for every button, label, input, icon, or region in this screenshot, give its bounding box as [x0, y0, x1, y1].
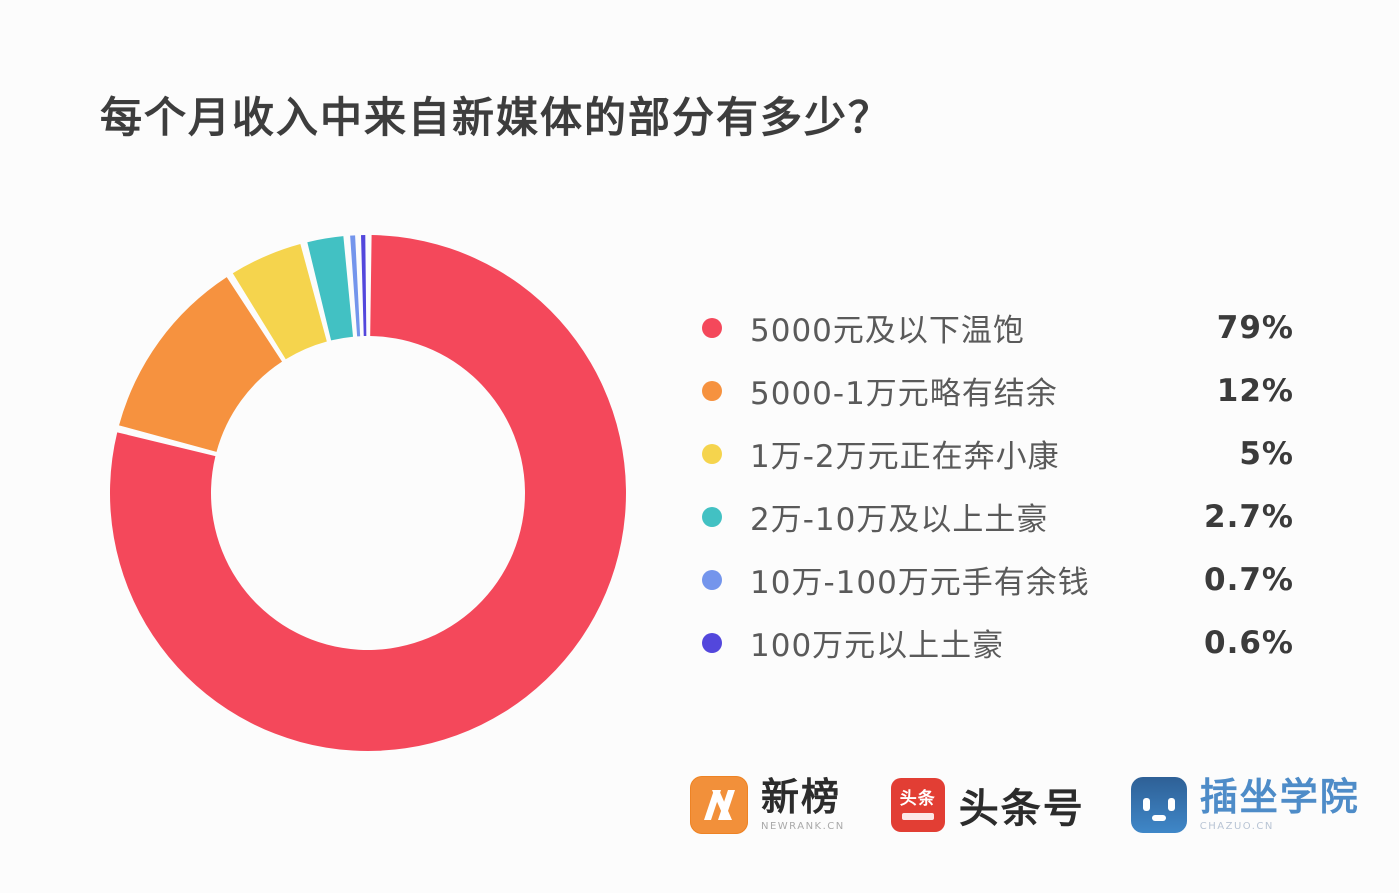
legend-row-5: 100万元以上土豪 0.6% — [702, 611, 1294, 674]
toutiao-name: 头条号 — [958, 786, 1085, 832]
legend-dot-icon — [702, 380, 722, 401]
legend-row-0: 5000元及以下温饱 79% — [702, 296, 1294, 359]
pie-slice-1 — [119, 277, 283, 452]
chart-title: 每个月收入中来自新媒体的部分有多少？ — [100, 93, 893, 142]
chazuo-logo-icon — [1130, 777, 1187, 833]
legend-label: 2万-10万及以上土豪 — [750, 502, 1049, 538]
chazuo-url: CHAZUO.CN — [1199, 821, 1274, 833]
legend-row-1: 5000-1万元略有结余 12% — [702, 359, 1294, 422]
pie-slice-0 — [109, 235, 626, 752]
legend-row-4: 10万-100万元手有余钱 0.7% — [702, 548, 1294, 611]
legend-dot-icon — [702, 506, 722, 527]
legend-label: 5000元及以下温饱 — [750, 313, 1025, 349]
newrank-url: NEWRANK.CN — [761, 821, 845, 833]
legend-dot-icon — [702, 317, 722, 338]
legend-dot-icon — [702, 569, 722, 590]
legend-dot-icon — [702, 443, 722, 464]
legend-value: 5% — [1239, 435, 1294, 472]
brand-newrank: 新榜 NEWRANK.CN — [690, 776, 845, 834]
chazuo-wordmark: 插坐学院 CHAZUO.CN — [1199, 774, 1360, 833]
toutiao-logo-icon: 头条 — [890, 778, 945, 832]
footer-brand-row: 新榜 NEWRANK.CN 头条 头条号 插坐学院 CHAZUO.CN — [690, 776, 1360, 834]
legend-label: 100万元以上土豪 — [750, 628, 1005, 664]
legend-value: 0.7% — [1204, 561, 1294, 598]
pie-slice-2 — [232, 244, 327, 360]
newrank-name: 新榜 — [761, 774, 842, 819]
chazuo-name: 插坐学院 — [1199, 774, 1360, 819]
newrank-wordmark: 新榜 NEWRANK.CN — [761, 774, 845, 833]
toutiao-icon-bar — [901, 812, 934, 820]
chazuo-robot-mouth — [1151, 815, 1166, 821]
chazuo-robot-eye — [1142, 798, 1150, 811]
pie-slice-4 — [350, 235, 361, 337]
legend: 5000元及以下温饱 79% 5000-1万元略有结余 12% 1万-2万元正在奔小康 5… — [702, 296, 1294, 674]
donut-chart — [88, 213, 648, 773]
legend-label: 1万-2万元正在奔小康 — [750, 439, 1060, 475]
legend-value: 0.6% — [1204, 624, 1294, 661]
legend-label: 10万-100万元手有余钱 — [750, 565, 1090, 601]
legend-dot-icon — [702, 632, 722, 653]
legend-row-2: 1万-2万元正在奔小康 5% — [702, 422, 1294, 485]
legend-value: 2.7% — [1204, 498, 1294, 535]
toutiao-icon-text: 头条 — [899, 788, 936, 809]
pie-slice-5 — [361, 235, 367, 337]
brand-chazuo: 插坐学院 CHAZUO.CN — [1130, 774, 1360, 833]
legend-value: 79% — [1216, 309, 1294, 346]
legend-row-3: 2万-10万及以上土豪 2.7% — [702, 485, 1294, 548]
donut-chart-svg — [109, 235, 626, 752]
chazuo-robot-eye — [1167, 798, 1175, 811]
legend-value: 12% — [1216, 372, 1294, 409]
legend-label: 5000-1万元略有结余 — [750, 376, 1058, 412]
newrank-logo-icon — [690, 776, 748, 834]
brand-toutiao: 头条 头条号 — [890, 776, 1085, 834]
pie-slice-3 — [307, 236, 354, 341]
